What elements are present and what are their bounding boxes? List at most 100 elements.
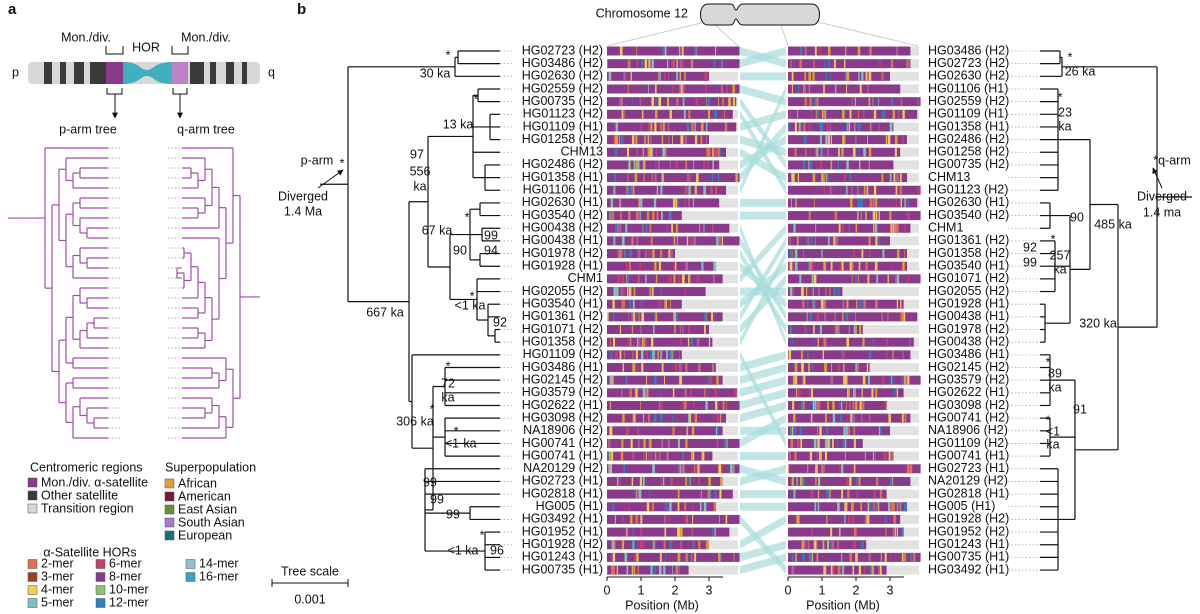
hor-stripe xyxy=(636,489,638,499)
hor-stripe xyxy=(652,350,655,360)
hor-stripe xyxy=(851,261,854,271)
hor-stripe xyxy=(855,476,858,486)
hor-stripe xyxy=(724,400,725,410)
hor-stripe xyxy=(666,350,668,360)
hor-stripe xyxy=(628,160,631,170)
hor-stripe xyxy=(834,312,836,322)
hor-stripe xyxy=(627,185,631,195)
hor-stripe xyxy=(653,198,657,208)
hor-stripe xyxy=(673,261,676,271)
hor-stripe xyxy=(833,236,836,246)
hor-stripe xyxy=(837,287,840,297)
hor-stripe xyxy=(640,514,643,524)
hor-stripe xyxy=(712,223,714,233)
hor-stripe xyxy=(630,514,633,524)
hor-stripe xyxy=(630,438,633,448)
hor-stripe xyxy=(811,274,814,284)
hor-stripe xyxy=(880,552,882,562)
hor-stripe xyxy=(865,261,868,271)
hor-stripe xyxy=(878,502,880,512)
hor-stripe xyxy=(791,71,794,81)
hor-stripe xyxy=(855,312,856,322)
hor-stripe xyxy=(807,540,810,550)
hor-stripe xyxy=(878,565,880,575)
hor-stripe xyxy=(791,84,793,94)
synteny-link xyxy=(740,224,786,283)
tree-annotation: *q-arm xyxy=(1153,153,1191,167)
hor-stripe xyxy=(797,109,799,119)
hor-stripe xyxy=(682,400,685,410)
hor-stripe xyxy=(641,363,644,372)
hor-stripe xyxy=(826,400,828,410)
array-bar xyxy=(607,388,737,398)
sample-label: HG00735 (H2) xyxy=(928,157,1009,171)
hor-stripe xyxy=(611,464,613,474)
hor-stripe xyxy=(692,59,695,69)
hor-stripe xyxy=(841,552,843,562)
panel-letter: b xyxy=(297,1,306,18)
hor-stripe xyxy=(616,223,619,233)
hor-stripe xyxy=(872,211,876,221)
hor-stripe xyxy=(718,97,719,107)
hor-stripe xyxy=(675,223,678,233)
hor-stripe xyxy=(816,97,819,107)
hor-stripe xyxy=(673,236,676,246)
hor-stripe xyxy=(619,198,621,208)
array-bar xyxy=(788,451,894,461)
hor-stripe xyxy=(703,223,705,233)
legend-label: 6-mer xyxy=(109,556,142,570)
hor-stripe xyxy=(661,211,663,221)
hor-stripe xyxy=(669,249,673,259)
hor-stripe xyxy=(896,388,899,398)
array-bar xyxy=(788,84,901,94)
tree-annotation: ka xyxy=(463,436,476,450)
sample-label: HG01071 (H2) xyxy=(928,271,1009,285)
hor-stripe xyxy=(896,502,898,512)
hor-stripe xyxy=(845,476,849,486)
hor-stripe xyxy=(837,160,840,170)
hor-stripe xyxy=(813,325,815,335)
hor-stripe xyxy=(632,476,634,486)
hor-stripe xyxy=(825,438,829,448)
hor-stripe xyxy=(669,160,671,170)
hor-stripe xyxy=(900,198,902,208)
tree-annotation: ka xyxy=(413,179,426,193)
sample-label: CHM1 xyxy=(568,271,603,285)
sample-label: HG02723 (H1) xyxy=(522,474,603,488)
hor-stripe xyxy=(621,236,625,246)
hor-stripe xyxy=(847,388,850,398)
hor-stripe xyxy=(902,135,904,145)
array-bar xyxy=(607,236,740,246)
hor-stripe xyxy=(632,325,634,335)
hor-stripe xyxy=(843,426,846,436)
hor-stripe xyxy=(680,540,682,550)
hor-stripe xyxy=(650,451,652,461)
sample-label: HG01358 (H1) xyxy=(522,170,603,184)
hor-stripe xyxy=(876,274,879,284)
hor-stripe xyxy=(634,388,637,398)
hor-stripe xyxy=(648,84,649,94)
hor-stripe xyxy=(846,160,848,170)
hor-stripe xyxy=(851,97,853,107)
sample-label: HG02723 (H2) xyxy=(522,43,603,57)
hor-stripe xyxy=(615,122,618,132)
hor-stripe xyxy=(638,514,639,524)
hor-stripe xyxy=(682,451,684,461)
hor-stripe xyxy=(616,287,619,297)
hor-stripe xyxy=(834,211,837,221)
hor-stripe xyxy=(680,135,684,145)
hor-stripe xyxy=(640,122,642,132)
hor-stripe xyxy=(904,223,907,233)
tree-title: q-arm tree xyxy=(177,122,235,136)
hor-stripe xyxy=(633,312,635,322)
hor-stripe xyxy=(693,236,697,246)
array-bar xyxy=(607,223,730,233)
hor-stripe xyxy=(662,46,665,56)
hor-stripe xyxy=(715,46,716,56)
hor-stripe xyxy=(896,274,900,284)
hor-stripe xyxy=(848,223,850,233)
hor-stripe xyxy=(623,299,625,309)
hor-stripe xyxy=(638,489,642,499)
hor-stripe xyxy=(627,160,630,170)
sample-label: CHM13 xyxy=(928,170,970,184)
